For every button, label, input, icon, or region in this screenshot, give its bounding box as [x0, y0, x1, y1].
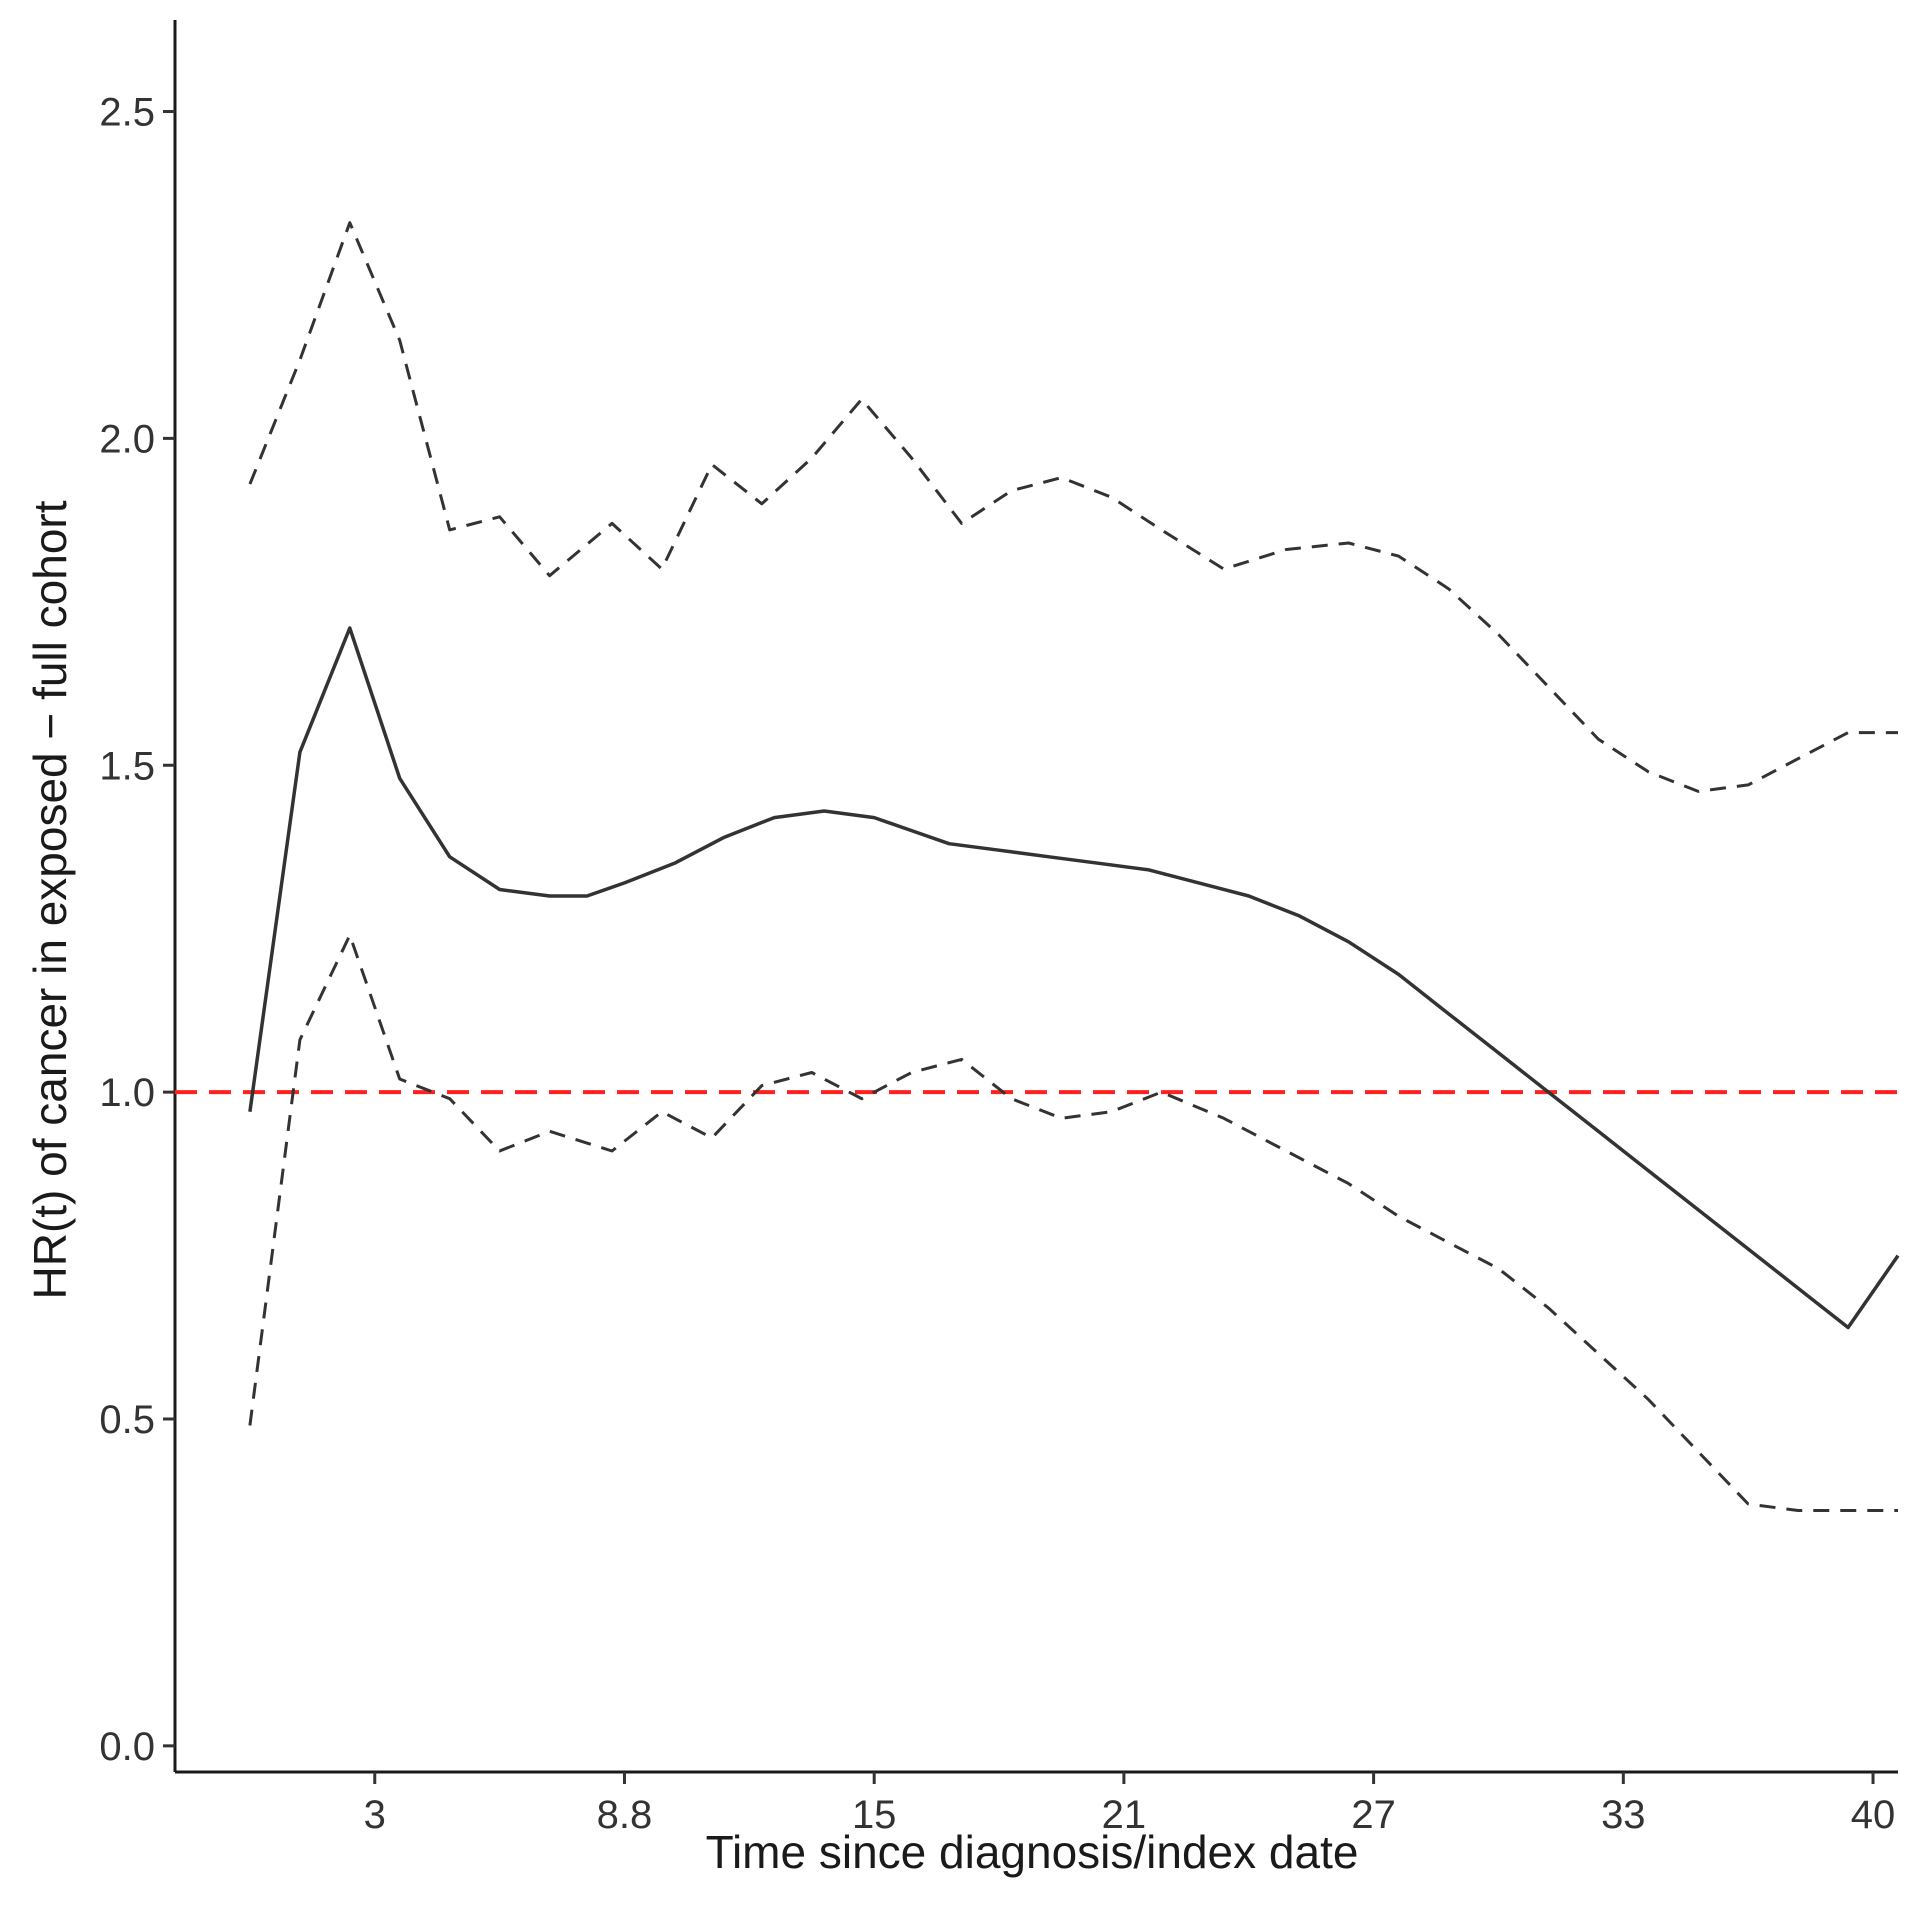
axes	[173, 20, 1898, 1774]
y-tick-label: 0.0	[99, 1725, 155, 1769]
y-tick-label: 0.5	[99, 1398, 155, 1442]
x-tick-label: 40	[1851, 1793, 1896, 1837]
lower-ci-line	[248, 933, 1898, 1512]
x-tick-label: 15	[852, 1793, 897, 1837]
series-layer	[248, 221, 1900, 1512]
hr-estimate-line	[248, 626, 1900, 1330]
x-tick-label: 33	[1601, 1793, 1646, 1837]
x-axis-title: Time since diagnosis/index date	[706, 1826, 1359, 1878]
upper-ci-line	[248, 221, 1898, 793]
x-tick-label: 27	[1351, 1793, 1396, 1837]
tick-layer: 0.0 0.5 1.0 1.5 2.0 2.5 3 8.8 15 21 27 33 40	[99, 91, 1895, 1837]
y-tick-label: 2.0	[99, 417, 155, 461]
y-axis-title: HR(t) of cancer in exposed − full cohort	[24, 500, 76, 1299]
x-tick-label: 8.8	[597, 1793, 653, 1837]
y-tick-label: 1.0	[99, 1071, 155, 1115]
x-tick-label: 21	[1102, 1793, 1147, 1837]
x-tick-label: 3	[364, 1793, 386, 1837]
y-tick-label: 2.5	[99, 91, 155, 135]
y-tick-label: 1.5	[99, 744, 155, 788]
